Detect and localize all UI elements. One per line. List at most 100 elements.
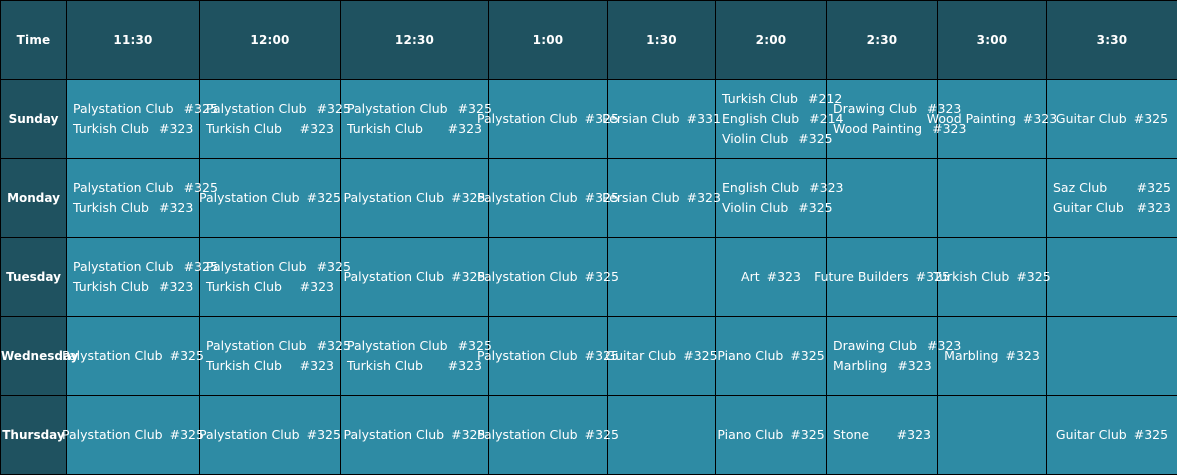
room-number: #323 <box>159 120 193 138</box>
schedule-cell[interactable]: Palystation Club#325 <box>200 396 341 475</box>
club-name: Guitar Club <box>1053 199 1124 217</box>
schedule-cell[interactable] <box>608 238 716 317</box>
schedule-entry-list: Palystation Club#325 <box>73 347 193 365</box>
schedule-entry-list: Guitar Club#325 <box>614 347 709 365</box>
schedule-cell[interactable] <box>938 396 1047 475</box>
schedule-entry-list: Palystation Club#325 <box>495 347 601 365</box>
day-label-tuesday: Tuesday <box>1 238 67 317</box>
club-name: Palystation Club <box>206 337 307 355</box>
schedule-cell[interactable]: Palystation Club#325 Turkish Club #323 <box>67 238 200 317</box>
schedule-cell[interactable]: Stone#323 <box>827 396 938 475</box>
club-name: Drawing Club <box>833 100 917 118</box>
room-number: #323 <box>159 199 193 217</box>
schedule-cell[interactable]: Persian Club#331 <box>608 80 716 159</box>
schedule-entry: English Club#323 <box>722 179 820 197</box>
schedule-entry: Palystation Club#325 <box>206 100 334 118</box>
club-name: Wood Painting <box>927 110 1016 128</box>
club-name: Palystation Club <box>206 100 307 118</box>
schedule-cell[interactable]: Palystation Club#325 <box>341 396 489 475</box>
schedule-cell[interactable]: Palystation Club#325 <box>200 159 341 238</box>
schedule-cell[interactable]: Piano Club#325 <box>716 317 827 396</box>
schedule-entry: Turkish Club#323 <box>347 120 482 138</box>
schedule-entry: Palystation Club#325 <box>477 110 619 128</box>
club-name: Marbling <box>833 357 887 375</box>
schedule-cell[interactable]: Palystation Club#325 <box>67 396 200 475</box>
club-name: Future Builders <box>814 268 909 286</box>
schedule-cell[interactable]: Marbling#323 <box>938 317 1047 396</box>
schedule-entry: Violin Club#325 <box>722 130 820 148</box>
schedule-cell[interactable]: Wood Painting#323 <box>938 80 1047 159</box>
schedule-cell[interactable]: Guitar Club#325 <box>1047 396 1177 475</box>
schedule-cell[interactable]: Palystation Club#325 <box>489 238 608 317</box>
schedule-entry: Palystation Club#325 <box>199 189 341 207</box>
schedule-cell[interactable]: Piano Club#325 <box>716 396 827 475</box>
club-name: Turkish Club <box>73 278 149 296</box>
schedule-cell[interactable]: Palystation Club#325 <box>341 159 489 238</box>
club-name: English Club <box>722 110 799 128</box>
schedule-entry: Turkish Club#323 <box>206 278 334 296</box>
schedule-entry: Guitar Club#325 <box>1056 110 1168 128</box>
club-name: Turkish Club <box>206 120 282 138</box>
schedule-cell[interactable] <box>1047 317 1177 396</box>
room-number: #323 <box>159 278 193 296</box>
schedule-entry: Palystation Club#325 <box>344 189 486 207</box>
schedule-entry-list: Palystation Club#325 <box>347 189 482 207</box>
schedule-cell[interactable]: Palystation Club#325 <box>489 317 608 396</box>
schedule-cell[interactable]: Turkish Club#325 <box>938 238 1047 317</box>
room-number: #325 <box>317 100 351 118</box>
schedule-cell[interactable]: Future Builders#325 <box>827 238 938 317</box>
header-row: Time 11:30 12:00 12:30 1:00 1:30 2:00 2:… <box>1 1 1177 80</box>
schedule-cell[interactable] <box>608 396 716 475</box>
schedule-entry: Wood Painting#323 <box>927 110 1057 128</box>
club-name: Palystation Club <box>206 258 307 276</box>
schedule-entry-list: Piano Club#325 <box>722 347 820 365</box>
club-name: Guitar Club <box>1056 426 1127 444</box>
schedule-entry: Guitar Club#323 <box>1053 199 1171 217</box>
schedule-cell[interactable]: Guitar Club#325 <box>1047 80 1177 159</box>
schedule-entry: Palystation Club#325 <box>73 258 193 276</box>
schedule-cell[interactable]: Palystation Club#325 <box>341 238 489 317</box>
schedule-cell[interactable]: Palystation Club#325 <box>489 159 608 238</box>
schedule-entry: Guitar Club#325 <box>605 347 717 365</box>
schedule-entry: Palystation Club#325 <box>73 179 193 197</box>
club-name: Saz Club <box>1053 179 1107 197</box>
room-number: #323 <box>767 268 801 286</box>
schedule-entry: Drawing Club#323 <box>833 337 931 355</box>
schedule-cell[interactable]: Guitar Club#325 <box>608 317 716 396</box>
schedule-cell[interactable]: Palystation Club#325 <box>67 317 200 396</box>
schedule-entry: Stone#323 <box>833 426 931 444</box>
room-number: #323 <box>897 426 931 444</box>
schedule-entry-list: Palystation Club#325 <box>73 426 193 444</box>
club-name: Turkish Club <box>73 120 149 138</box>
schedule-cell[interactable]: Palystation Club#325 <box>489 396 608 475</box>
schedule-entry: Drawing Club#323 <box>833 100 931 118</box>
schedule-cell[interactable] <box>827 159 938 238</box>
schedule-entry: Art#323 <box>741 268 801 286</box>
schedule-entry: Turkish Club#325 <box>933 268 1050 286</box>
schedule-entry: Palystation Club#325 <box>477 268 619 286</box>
schedule-cell[interactable] <box>1047 238 1177 317</box>
room-number: #323 <box>809 179 843 197</box>
schedule-entry: Palystation Club#325 <box>344 268 486 286</box>
room-number: #323 <box>687 189 721 207</box>
schedule-cell[interactable] <box>938 159 1047 238</box>
schedule-entry: Piano Club#325 <box>717 347 824 365</box>
schedule-cell[interactable]: Palystation Club#325 <box>489 80 608 159</box>
schedule-cell[interactable]: Persian Club#323 <box>608 159 716 238</box>
schedule-cell[interactable]: Art#323 <box>716 238 827 317</box>
club-name: Turkish Club <box>347 120 423 138</box>
